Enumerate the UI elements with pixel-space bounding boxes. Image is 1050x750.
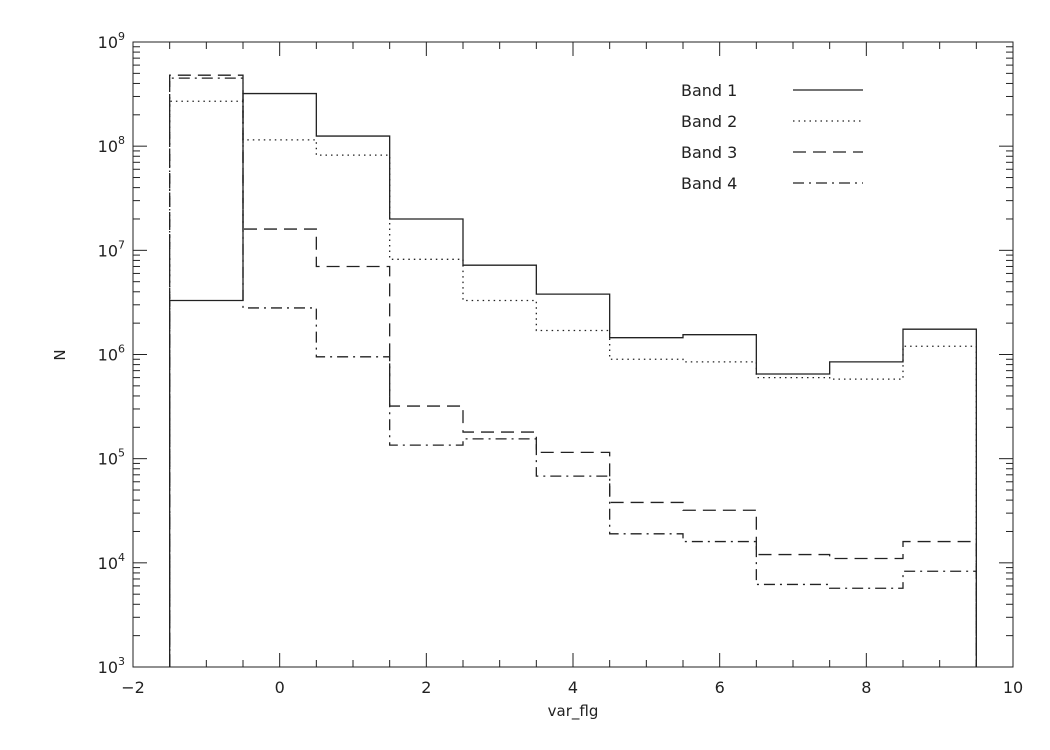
legend-label-band-2: Band 2 [681,112,737,131]
x-tick-label: 4 [568,678,578,697]
legend-label-band-1: Band 1 [681,81,737,100]
y-tick-label: 109 [98,30,125,52]
legend: Band 1 Band 2 Band 3 Band 4 [681,81,863,193]
x-tick-label: 6 [715,678,725,697]
y-tick-label: 108 [98,134,125,156]
legend-label-band-4: Band 4 [681,174,737,193]
y-tick-label: 103 [98,655,125,677]
plot-frame [132,41,1014,668]
y-tick-label: 106 [98,343,125,365]
series-band-2 [169,100,977,667]
y-axis-label: N [51,349,69,360]
x-tick-label: 2 [421,678,431,697]
series-band-1 [169,92,977,667]
y-tick-label: 105 [98,447,125,469]
series-band-3 [169,74,977,667]
x-tick-label: 8 [861,678,871,697]
legend-label-band-3: Band 3 [681,143,737,162]
y-tick-labels: 103 104 105 106 107 108 109 [98,30,125,677]
x-tick-label: 10 [1003,678,1023,697]
x-axis-label: var_flg [548,702,599,721]
series-layer [169,74,977,667]
y-tick-label: 107 [98,238,125,260]
y-tick-label: 104 [98,551,125,573]
x-tick-label: 0 [275,678,285,697]
x-tick-labels: −2 0 2 4 6 8 10 [121,678,1023,697]
series-band-4 [169,77,977,667]
tick-layer [132,41,1014,668]
x-tick-label: −2 [121,678,145,697]
